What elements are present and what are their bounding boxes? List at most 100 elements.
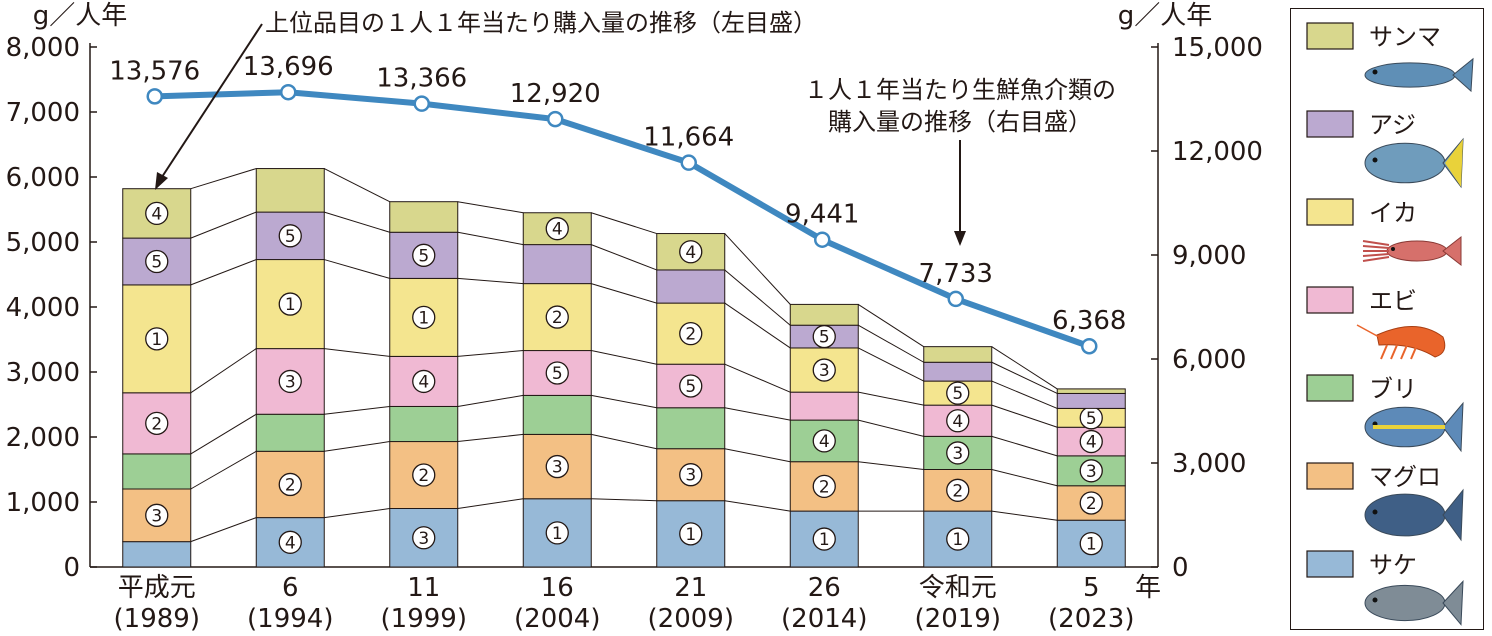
rank-circle: [278, 530, 302, 554]
squid-eye: [1391, 247, 1395, 251]
connector-line: [858, 347, 924, 382]
rank-circle: [145, 411, 169, 436]
x-tick-sublabel: (1989): [114, 604, 200, 634]
x-tick-label: 16: [541, 573, 574, 603]
left-tick-label: 0: [63, 553, 80, 583]
rank-label: 5: [685, 377, 696, 397]
connector-line: [457, 277, 524, 285]
left-tick-label: 8,000: [6, 33, 80, 63]
rank-circle: [1079, 429, 1103, 454]
rank-label: 3: [418, 529, 429, 549]
bar-サンマ: [255, 168, 325, 213]
bar-ブリ: [656, 407, 726, 450]
rank-circle: [278, 224, 302, 248]
legend-swatch: [1306, 286, 1354, 314]
shrimp-body: [1376, 326, 1446, 358]
right-annotation-line2: 購入量の推移（右目盛）: [828, 108, 1092, 136]
right-tick-label: 6,000: [1172, 345, 1246, 375]
line-point: [1081, 337, 1098, 355]
legend-swatch: [1306, 374, 1354, 402]
rank-label: 4: [952, 412, 963, 432]
left-tick-label: 6,000: [6, 163, 80, 193]
rank-circle: [946, 527, 970, 551]
legend-swatch: [1306, 110, 1354, 138]
shrimp-leg: [1390, 344, 1398, 360]
x-tick-sublabel: (2004): [514, 604, 600, 634]
rank-circle: [679, 463, 703, 487]
right-annotation-arrowhead: [954, 231, 966, 246]
connector-line: [457, 201, 524, 214]
bar-ブリ: [389, 405, 459, 443]
legend-item-サンマ: サンマ: [1306, 22, 1474, 93]
line-value-label: 13,366: [376, 64, 467, 94]
connector-line: [991, 346, 1058, 390]
rank-label: 1: [685, 525, 696, 545]
rank-label: 2: [418, 466, 429, 486]
buri-fish-icon-tail: [1442, 401, 1464, 453]
bar-サンマ: [923, 346, 993, 363]
left-axis-unit: g／人年: [33, 1, 128, 31]
salmon-fish-icon-tail: [1442, 580, 1464, 626]
connector-line: [591, 394, 657, 409]
rank-circle: [679, 321, 703, 346]
right-annotation-line1: １人１年当たり生鮮魚介類の: [804, 76, 1116, 104]
legend-item-アジ: アジ: [1306, 110, 1464, 189]
rank-label: 2: [151, 414, 162, 434]
line-point: [280, 83, 297, 101]
rank-label: 1: [952, 530, 963, 550]
line-path: [154, 89, 1091, 350]
rank-label: 3: [1086, 462, 1097, 482]
bar-サケ: [122, 541, 192, 568]
squid-body: [1386, 240, 1448, 262]
aji-fish-icon-body: [1364, 142, 1446, 184]
rank-label: 5: [285, 227, 296, 247]
left-annotation-pointer: [159, 23, 263, 181]
rank-circle: [278, 369, 302, 394]
connector-line: [991, 510, 1058, 521]
line-value-label: 9,441: [785, 200, 859, 230]
rank-label: 2: [819, 477, 830, 497]
connector-line: [724, 448, 791, 463]
legend-label: サケ: [1369, 551, 1417, 579]
connector-line: [858, 461, 924, 470]
line-point: [413, 95, 430, 112]
rank-circle: [145, 249, 169, 274]
rank-circle: [545, 217, 569, 241]
connector-line: [457, 498, 524, 509]
rank-circle: [679, 374, 703, 398]
squid-fin: [1442, 235, 1462, 267]
connector-line: [190, 211, 257, 239]
legend-label: イカ: [1369, 199, 1417, 227]
line-value-label: 13,576: [109, 56, 200, 86]
connector-line: [190, 348, 257, 394]
squid-icon: [1362, 235, 1462, 267]
rank-label: 5: [819, 328, 830, 348]
legend-item-サケ: サケ: [1306, 550, 1464, 626]
rank-circle: [946, 381, 970, 405]
connector-line: [591, 433, 657, 450]
x-tick-sublabel: (1999): [381, 604, 467, 634]
line-point: [680, 154, 697, 171]
line-value-label: 13,696: [243, 52, 334, 82]
shrimp-leg: [1400, 344, 1408, 360]
shrimp-antenna: [1356, 324, 1380, 338]
bar-アジ: [923, 361, 993, 382]
squid-tentacle: [1362, 256, 1390, 262]
connector-line: [190, 413, 257, 455]
tuna-fish-icon-tail: [1442, 488, 1464, 542]
rank-label: 5: [1086, 409, 1097, 429]
connector-line: [724, 363, 791, 393]
connector-line: [991, 435, 1058, 457]
connector-line: [324, 211, 390, 233]
rank-circle: [412, 243, 436, 267]
rank-label: 2: [1086, 494, 1097, 514]
left-annotation: 上位品目の１人１年当たり購入量の推移（左目盛）: [265, 9, 817, 37]
rank-label: 1: [552, 524, 563, 544]
connector-line: [324, 441, 390, 452]
bar-エビ: [789, 391, 859, 421]
legend-label: アジ: [1369, 111, 1416, 139]
bar-connectors: [190, 168, 1058, 568]
x-tick-label: 21: [674, 573, 707, 603]
rank-label: 5: [952, 384, 963, 404]
